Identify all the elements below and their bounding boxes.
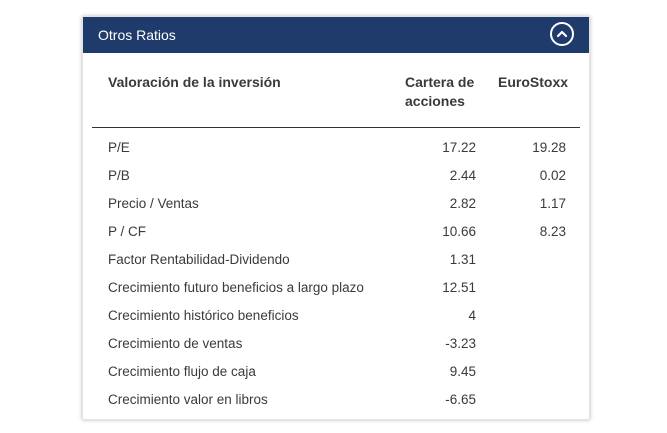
benchmark-value: 8.23 bbox=[539, 224, 566, 239]
row-label: Crecimiento futuro beneficios a largo pl… bbox=[108, 280, 364, 295]
portfolio-value: 2.82 bbox=[449, 196, 476, 211]
header-divider bbox=[92, 127, 580, 128]
table-row: Crecimiento flujo de caja 9.45 bbox=[83, 361, 589, 389]
benchmark-value: 0.02 bbox=[539, 168, 566, 183]
row-label: P/E bbox=[108, 140, 130, 155]
row-label: Factor Rentabilidad-Dividendo bbox=[108, 252, 290, 267]
portfolio-value: 2.44 bbox=[449, 168, 476, 183]
panel-title: Otros Ratios bbox=[98, 27, 176, 43]
panel-header: Otros Ratios bbox=[83, 17, 589, 53]
row-label: Crecimiento histórico beneficios bbox=[108, 308, 299, 323]
row-label: Precio / Ventas bbox=[108, 196, 199, 211]
column-header-valuation: Valoración de la inversión bbox=[108, 74, 281, 90]
portfolio-value: -6.65 bbox=[445, 392, 476, 407]
portfolio-value: -3.23 bbox=[445, 336, 476, 351]
column-header-portfolio: Cartera de acciones bbox=[405, 74, 475, 109]
ratios-table-body: P/E 17.22 19.28 P/B 2.44 0.02 Precio / V… bbox=[83, 137, 589, 417]
column-header-benchmark: EuroStoxx bbox=[498, 74, 569, 90]
table-row: Precio / Ventas 2.82 1.17 bbox=[83, 193, 589, 221]
table-row: Crecimiento valor en libros -6.65 bbox=[83, 389, 589, 417]
table-row: P/B 2.44 0.02 bbox=[83, 165, 589, 193]
other-ratios-panel: Otros Ratios Valoración de la inversión … bbox=[82, 16, 590, 420]
row-label: Crecimiento de ventas bbox=[108, 336, 243, 351]
table-row: Factor Rentabilidad-Dividendo 1.31 bbox=[83, 249, 589, 277]
table-row: Crecimiento histórico beneficios 4 bbox=[83, 305, 589, 333]
row-label: P / CF bbox=[108, 224, 147, 239]
collapse-button[interactable] bbox=[550, 22, 574, 46]
portfolio-value: 9.45 bbox=[449, 364, 476, 379]
row-label: P/B bbox=[108, 168, 130, 183]
portfolio-value: 12.51 bbox=[442, 280, 476, 295]
chevron-up-icon bbox=[556, 30, 568, 38]
portfolio-value: 4 bbox=[468, 308, 476, 323]
portfolio-value: 17.22 bbox=[442, 140, 476, 155]
table-row: P/E 17.22 19.28 bbox=[83, 137, 589, 165]
row-label: Crecimiento valor en libros bbox=[108, 392, 268, 407]
table-row: P / CF 10.66 8.23 bbox=[83, 221, 589, 249]
table-row: Crecimiento de ventas -3.23 bbox=[83, 333, 589, 361]
benchmark-value: 19.28 bbox=[532, 140, 566, 155]
table-row: Crecimiento futuro beneficios a largo pl… bbox=[83, 277, 589, 305]
benchmark-value: 1.17 bbox=[539, 196, 566, 211]
portfolio-value: 10.66 bbox=[442, 224, 476, 239]
row-label: Crecimiento flujo de caja bbox=[108, 364, 256, 379]
portfolio-value: 1.31 bbox=[449, 252, 476, 267]
